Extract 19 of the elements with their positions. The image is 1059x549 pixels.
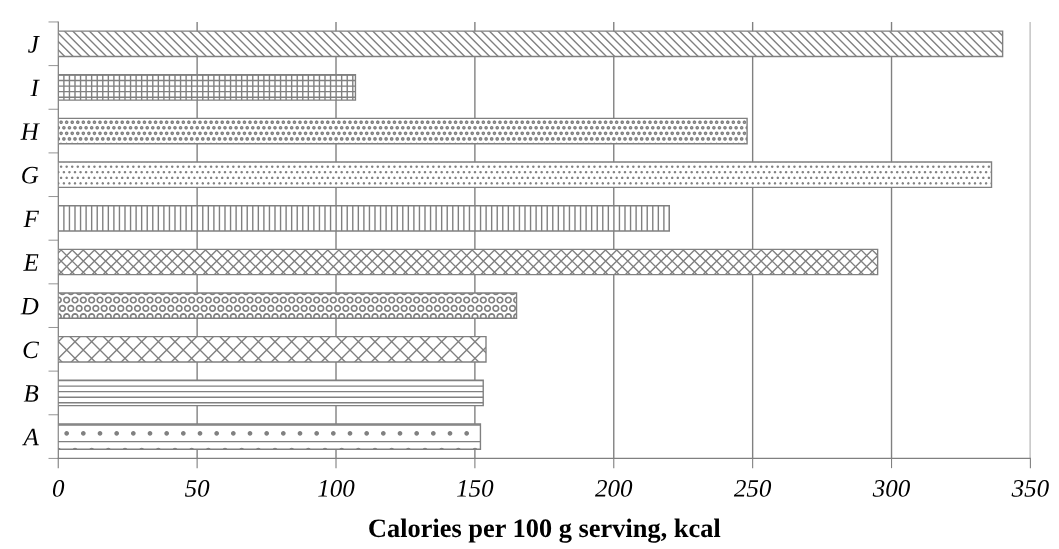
y-tick-label: F [23,210,40,228]
x-axis-title: Calories per 100 g serving, kcal [369,518,721,543]
y-tick-label: H [20,123,40,140]
y-tick-label: I [30,79,40,97]
x-tick-label: 250 [733,479,772,497]
y-tick-label: C [23,341,40,359]
x-tick-label: 0 [52,479,65,497]
y-tick-label: A [22,428,39,446]
y-tick-label: E [23,254,39,271]
y-tick-label: B [23,385,39,402]
y-tick-label: J [28,36,40,53]
y-tick-label: D [20,297,39,315]
x-tick-label: 350 [1011,479,1049,497]
x-tick-label: 50 [185,479,210,497]
y-tick-label: G [22,166,39,184]
x-tick-label: 100 [318,479,355,497]
x-tick-label: 300 [872,479,910,497]
x-tick-label: 200 [595,479,633,497]
x-tick-label: 150 [457,479,494,497]
